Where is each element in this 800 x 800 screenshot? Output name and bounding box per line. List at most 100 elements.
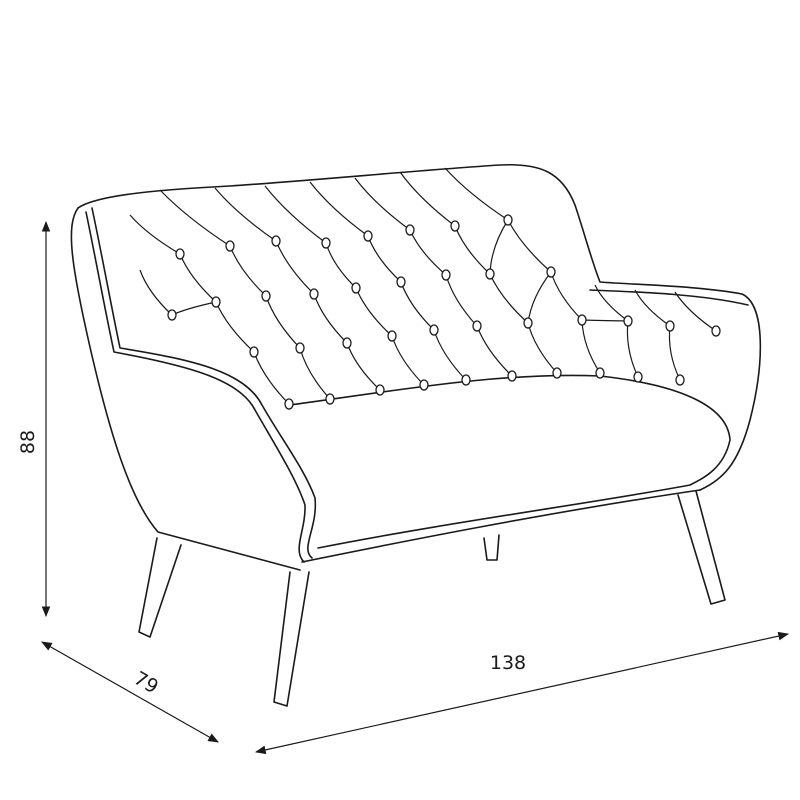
tuft-button <box>309 288 319 300</box>
tuft-seam <box>179 253 217 303</box>
tuft-button <box>577 314 587 326</box>
tuft-button <box>552 367 562 379</box>
tuft-seam <box>550 271 583 321</box>
tuft-seam <box>634 289 671 327</box>
tuft-seam <box>299 347 331 400</box>
tuft-seam <box>444 167 509 221</box>
tuft-button <box>711 325 721 337</box>
width-arrow <box>254 631 790 755</box>
tuft-seam <box>527 322 558 374</box>
tuft-seam <box>489 219 509 275</box>
sofa-base-front <box>301 489 701 563</box>
tuft-seam <box>476 325 513 377</box>
depth-dimension: 79 <box>41 641 219 743</box>
depth-arrow <box>41 641 219 743</box>
tuft-seam <box>275 240 315 295</box>
sofa-left-arm-inner <box>91 207 317 559</box>
tuft-button <box>507 370 517 382</box>
tuft-seam <box>139 269 173 316</box>
tuft-seam <box>433 329 467 381</box>
tuft-seam <box>507 219 552 273</box>
sofa-leg-front-left <box>273 571 310 707</box>
tuft-seam <box>325 242 357 289</box>
tuft-seam <box>214 187 277 242</box>
tuft-seam <box>581 319 601 374</box>
tuft-seam <box>668 325 681 381</box>
tuft-seam <box>313 293 348 344</box>
tuft-seam <box>527 271 552 324</box>
sofa-leg-back-left <box>138 537 182 638</box>
depth-label: 79 <box>130 667 162 698</box>
tuft-seam <box>400 281 435 331</box>
tuft-button <box>284 398 294 410</box>
tuft-seam <box>159 189 231 247</box>
sofa-leg-back-middle <box>483 534 500 561</box>
tuft-button <box>633 371 643 383</box>
tuft-seam <box>409 229 447 276</box>
tuft-seam <box>581 319 629 322</box>
tuft-button <box>225 240 235 252</box>
tuft-button <box>503 214 513 226</box>
tuft-seam <box>399 171 456 227</box>
tuft-button <box>351 282 361 294</box>
tuft-button <box>321 237 331 249</box>
tuft-button <box>271 235 281 247</box>
width-dimension: 138 <box>254 631 790 755</box>
tuft-seam <box>171 301 217 316</box>
tuft-seam <box>309 181 369 237</box>
tuft-button <box>363 230 373 242</box>
height-label: 88 <box>17 430 39 454</box>
height-dimension: 88 <box>17 220 51 618</box>
tuft-button <box>546 266 556 278</box>
tuft-button <box>325 393 335 405</box>
tuft-button <box>665 320 675 332</box>
width-label: 138 <box>490 652 526 674</box>
tuft-button <box>405 224 415 236</box>
tuft-button <box>419 379 429 391</box>
tuft-button <box>249 346 259 358</box>
tuft-button <box>623 315 633 327</box>
tuft-button <box>523 317 533 329</box>
tuft-button <box>295 342 305 354</box>
sofa-drawing <box>70 163 762 707</box>
sofa-left-arm-outline <box>70 207 301 571</box>
tuft-seam <box>129 214 181 255</box>
sofa-leg-front-right <box>677 490 726 605</box>
tuft-seam <box>454 225 491 275</box>
tuft-seam <box>674 291 717 332</box>
tuft-button <box>261 290 271 302</box>
tuft-button <box>675 374 685 386</box>
tuft-button <box>342 337 352 349</box>
tuft-button <box>429 324 439 336</box>
tuft-seam <box>215 301 255 353</box>
tuft-button <box>461 374 471 386</box>
tuft-seam <box>445 274 478 327</box>
tuft-button <box>450 220 460 232</box>
tuft-button <box>211 296 221 308</box>
tuft-button <box>387 330 397 342</box>
tuft-seam <box>391 335 425 386</box>
tuft-seam <box>265 295 301 349</box>
tuft-seam <box>355 287 393 337</box>
tuft-seam <box>253 351 290 405</box>
tuft-button <box>485 268 495 280</box>
tuft-seam <box>229 245 267 297</box>
sofa-back-outline <box>77 163 762 491</box>
tuft-button <box>167 309 177 321</box>
sofa-seat-cushion <box>289 374 731 549</box>
tuft-button <box>175 248 185 260</box>
sofa-left-arm-piping <box>85 211 306 563</box>
tuft-button <box>375 384 385 396</box>
tuft-button <box>396 276 406 288</box>
tuft-seam <box>489 273 529 324</box>
tuft-seam <box>367 235 402 283</box>
tuft-seam <box>264 185 327 244</box>
tuft-seam <box>354 177 411 231</box>
tuft-button <box>441 269 451 281</box>
sofa-right-arm-inner <box>589 289 749 306</box>
tuft-seam <box>626 320 639 378</box>
tuft-button <box>472 320 482 332</box>
tuft-seam <box>346 342 381 391</box>
sofa-tufting <box>129 167 721 410</box>
